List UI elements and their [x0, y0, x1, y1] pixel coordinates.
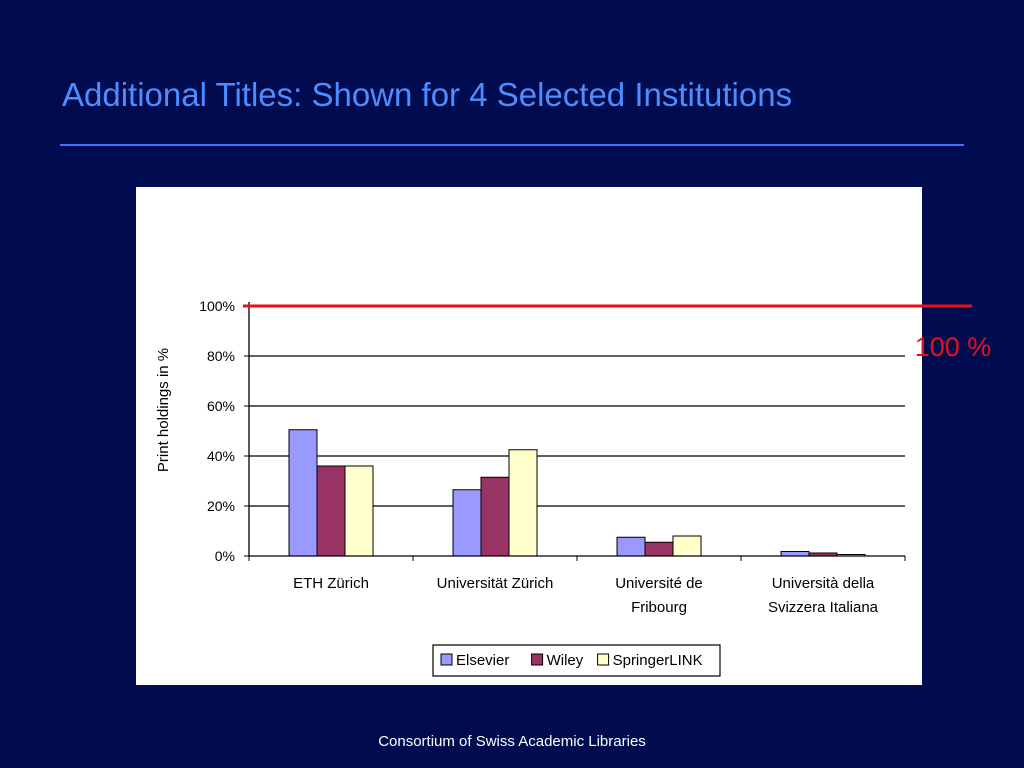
legend: Elsevier Wiley SpringerLINK — [432, 644, 721, 677]
legend-swatch — [597, 653, 610, 666]
bar-elsevier — [288, 429, 318, 557]
x-axis-labels: ETH Zürich Universität Zürich Université d… — [293, 575, 879, 616]
x-tick-label: Università della — [772, 575, 875, 592]
y-tick-label: 60% — [207, 398, 235, 414]
x-tick-label: Fribourg — [631, 599, 687, 616]
y-axis-label: Print holdings in % — [155, 348, 172, 472]
reference-line-label: 100 % — [915, 332, 992, 362]
footer-text: Consortium of Swiss Academic Libraries — [378, 733, 646, 750]
chart-area — [136, 187, 922, 685]
y-tick-label: 80% — [207, 348, 235, 364]
legend-box — [432, 644, 721, 677]
x-tick-label: Universität Zürich — [437, 575, 554, 592]
bar-elsevier — [780, 551, 810, 557]
slide-title: Additional Titles: Shown for 4 Selected … — [62, 76, 793, 113]
x-tick-label: ETH Zürich — [293, 575, 369, 592]
y-tick-label: 0% — [215, 548, 235, 564]
legend-label: SpringerLINK — [613, 652, 703, 669]
y-tick-label: 20% — [207, 498, 235, 514]
bars — [288, 429, 866, 557]
legend-label: Wiley — [547, 652, 584, 669]
y-tick-label: 40% — [207, 448, 235, 464]
bar-springerlink — [672, 535, 702, 557]
y-tick-label: 100% — [199, 298, 235, 314]
title-divider — [60, 144, 964, 146]
bar-wiley — [316, 465, 346, 557]
axes — [248, 302, 906, 561]
legend-swatch — [531, 653, 544, 666]
x-tick-label: Université de — [615, 575, 703, 592]
reference-line-group: 100 % — [243, 304, 992, 362]
x-tick-label: Svizzera Italiana — [768, 599, 879, 616]
bar-springerlink — [344, 465, 374, 557]
bar-springerlink — [508, 449, 538, 557]
legend-swatch — [440, 653, 453, 666]
bar-elsevier — [452, 489, 482, 557]
bar-wiley — [480, 476, 510, 557]
bar-wiley — [644, 541, 674, 557]
y-axis-ticks: 0% 20% 40% 60% 80% 100% — [199, 298, 249, 564]
bar-elsevier — [616, 536, 646, 557]
legend-label: Elsevier — [456, 652, 509, 669]
